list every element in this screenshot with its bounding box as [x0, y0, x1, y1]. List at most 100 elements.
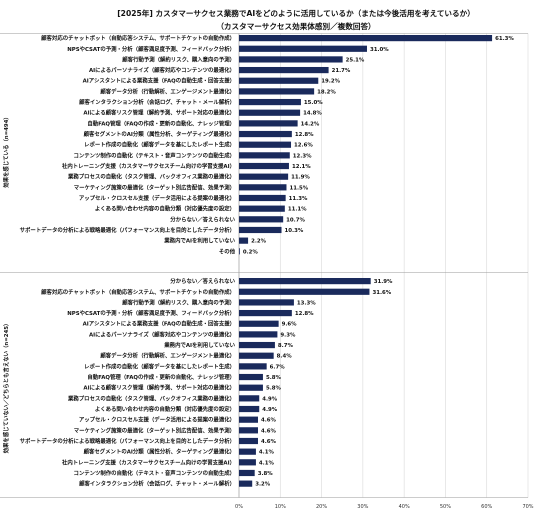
bar — [239, 395, 260, 402]
data-label: 11.9% — [291, 175, 310, 181]
category-label: アップセル・クロスセル支援（データ活用による提案の最適化） — [79, 416, 235, 424]
data-label: 2.2% — [251, 239, 267, 245]
bar — [239, 331, 278, 338]
bar — [239, 120, 298, 127]
bar — [239, 226, 282, 234]
category-label: よくある問い合わせ内容の自動分類（対応優先度の設定） — [95, 405, 235, 413]
group-label: 効果を感じている（n=494） — [2, 114, 10, 188]
data-label: 31.9% — [374, 279, 393, 285]
data-label: 4.9% — [262, 407, 278, 413]
data-label: 8.7% — [278, 343, 294, 349]
x-tick-label: 20% — [316, 504, 327, 510]
data-label: 10.7% — [286, 217, 305, 223]
category-label: 業務内でAIを利用していない — [163, 341, 235, 349]
category-label: AIによるパーソナライズ（顧客対応やコンテンツの最適化） — [89, 330, 235, 338]
data-label: 11.3% — [289, 196, 308, 202]
category-label: マーケティング施策の最適化（ターゲット別広告配信、効果予測） — [74, 426, 235, 434]
category-label: AIによる顧客リスク管理（解約予測、サポート対応の最適化） — [83, 109, 235, 117]
data-label: 31.6% — [372, 290, 391, 296]
category-label: AIによる顧客リスク管理（解約予測、サポート対応の最適化） — [83, 384, 235, 392]
category-label: 顧客データ分析（行動解析、エンゲージメント最適化） — [100, 87, 235, 95]
category-label: 業務内でAIを利用していない — [163, 237, 235, 245]
category-label: その他 — [219, 247, 236, 255]
bar — [239, 341, 275, 349]
category-label: アップセル・クロスセル支援（データ活用による提案の最適化） — [79, 194, 235, 202]
data-label: 5.8% — [266, 386, 282, 392]
bar — [239, 288, 370, 295]
bar — [239, 248, 240, 255]
data-label: 11.5% — [289, 185, 308, 191]
data-label: 25.1% — [346, 57, 365, 63]
bar — [239, 363, 267, 370]
category-label: 業務プロセスの自動化（タスク管理、バックオフィス業務の最適化） — [67, 173, 235, 181]
category-label: マーケティング施策の最適化（ターゲット別広告配信、効果予測） — [74, 183, 235, 191]
data-label: 0.2% — [243, 249, 259, 255]
category-label: 顧客データ分析（行動解析、エンゲージメント最適化） — [100, 352, 235, 360]
data-label: 3.2% — [255, 482, 271, 488]
category-label: レポート作成の自動化（顧客データを基にしたレポート生成） — [84, 141, 235, 149]
data-label: 4.1% — [259, 450, 275, 456]
data-label: 12.6% — [294, 143, 313, 149]
bar — [239, 309, 292, 317]
data-label: 19.2% — [321, 79, 340, 85]
x-tick-label: 10% — [275, 504, 286, 510]
bar — [239, 66, 329, 74]
bar — [239, 77, 319, 84]
data-label: 5.8% — [266, 375, 282, 381]
bar — [239, 427, 258, 434]
bar — [239, 152, 290, 159]
category-label: 顧客行動予測（解約リスク、購入意向の予測） — [122, 298, 235, 306]
data-label: 12.1% — [292, 164, 311, 170]
data-label: 13.3% — [297, 300, 316, 306]
x-tick-label: 40% — [399, 504, 410, 510]
chart-subtitle: （カスタマーサクセス効果体感別／複数回答） — [216, 21, 375, 31]
chart-title: [2025年] カスタマーサクセス業務でAIをどのように活用しているか（または今… — [117, 8, 475, 18]
bar — [239, 194, 286, 202]
bar — [239, 320, 279, 327]
bar — [239, 384, 263, 391]
bar — [239, 405, 260, 413]
data-label: 61.3% — [495, 36, 514, 42]
bar — [239, 130, 292, 138]
category-label: コンテンツ制作の自動化（テキスト・音声コンテンツの自動生成） — [73, 151, 235, 159]
data-label: 4.6% — [261, 439, 277, 445]
category-label: 顧客セグメントのAI分類（属性分析、ターゲティング最適化） — [84, 130, 235, 138]
category-label: 自動FAQ管理（FAQの作成・更新の自動化、ナレッジ管理） — [87, 119, 235, 127]
data-label: 4.1% — [259, 460, 275, 466]
bar — [239, 141, 292, 148]
category-label: AIによるパーソナライズ（顧客対応やコンテンツの最適化） — [89, 66, 235, 74]
category-label: NPSやCSATの予測・分析（顧客満足度予測、フィードバック分析） — [67, 309, 235, 317]
bar — [239, 469, 255, 477]
category-label: サポートデータの分析による戦略最適化（パフォーマンス向上を目的としたデータ分析） — [20, 437, 235, 445]
bar — [239, 352, 274, 359]
bar — [239, 373, 263, 381]
category-label: 顧客インタラクション分析（会話ログ、チャット・メール解析） — [79, 98, 235, 106]
data-label: 9.3% — [280, 332, 296, 338]
data-label: 15.0% — [304, 100, 323, 106]
x-tick-label: 30% — [357, 504, 368, 510]
bar — [239, 56, 343, 63]
bar — [239, 480, 253, 487]
data-label: 3.8% — [258, 471, 274, 477]
bar — [239, 278, 371, 285]
category-label: 顧客対応のチャットボット（自動応答システム、サポートチケットの自動作成） — [41, 288, 235, 296]
bar — [239, 88, 315, 95]
bar — [239, 205, 285, 212]
data-label: 14.8% — [303, 111, 322, 117]
data-label: 31.0% — [370, 47, 389, 53]
bar — [239, 162, 289, 170]
x-tick-label: 70% — [522, 504, 533, 510]
data-label: 8.4% — [277, 354, 293, 360]
bar — [239, 109, 301, 116]
data-label: 10.3% — [285, 228, 304, 234]
category-label: NPSやCSATの予測・分析（顧客満足度予測、フィードバック分析） — [67, 45, 235, 53]
category-label: レポート作成の自動化（顧客データを基にしたレポート生成） — [84, 362, 235, 370]
data-label: 14.2% — [301, 121, 320, 127]
category-label: 顧客インタラクション分析（会話ログ、チャット・メール解析） — [79, 480, 235, 488]
category-label: AIアシスタントによる業務支援（FAQの自動生成・回答支援） — [83, 320, 235, 328]
category-label: 顧客対応のチャットボット（自動応答システム、サポートチケットの自動作成） — [41, 34, 235, 42]
category-label: よくある問い合わせ内容の自動分類（対応優先度の設定） — [95, 205, 235, 213]
bar — [239, 98, 301, 106]
x-tick-label: 60% — [481, 504, 492, 510]
